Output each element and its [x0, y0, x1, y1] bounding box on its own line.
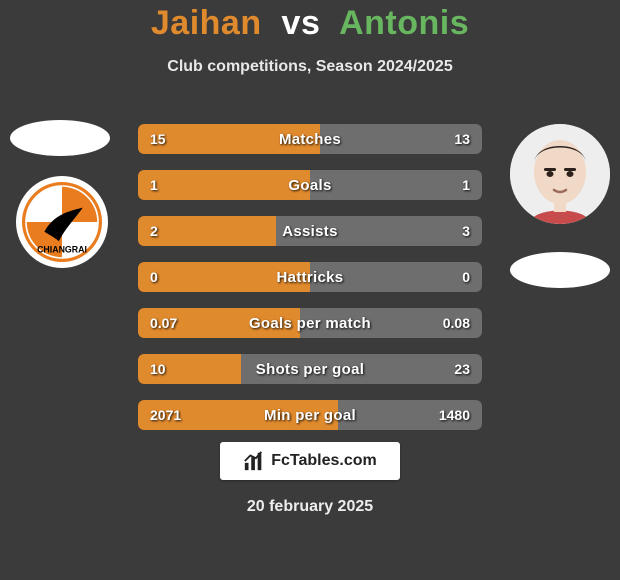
left-club-logo: CHIANGRAI [16, 176, 108, 268]
title-player2: Antonis [339, 4, 469, 42]
stat-row: Hattricks0 0 [138, 262, 482, 292]
date-text: 20 february 2025 [0, 498, 620, 516]
right-club-ellipse [510, 252, 610, 288]
stat-value-right: 1480 [439, 400, 470, 430]
title-vs: vs [282, 4, 321, 42]
stat-row: Min per goal2071 1480 [138, 400, 482, 430]
stat-value-right: 23 [454, 354, 470, 384]
stat-label: Shots per goal [138, 354, 482, 384]
stat-value-left: 2 [150, 216, 158, 246]
stat-value-left: 2071 [150, 400, 181, 430]
club-badge-icon: CHIANGRAI [22, 182, 102, 262]
stat-row: Matches15 13 [138, 124, 482, 154]
brand-text: FcTables.com [271, 452, 377, 470]
stat-value-left: 0.07 [150, 308, 177, 338]
stat-value-right: 3 [462, 216, 470, 246]
stat-value-right: 0.08 [443, 308, 470, 338]
brand-chart-icon [243, 450, 265, 472]
stat-label: Goals [138, 170, 482, 200]
stat-label: Hattricks [138, 262, 482, 292]
stat-value-left: 10 [150, 354, 166, 384]
stat-value-left: 15 [150, 124, 166, 154]
stat-label: Matches [138, 124, 482, 154]
stat-row: Shots per goal10 23 [138, 354, 482, 384]
stat-label: Assists [138, 216, 482, 246]
subtitle: Club competitions, Season 2024/2025 [0, 58, 620, 76]
stat-row: Assists2 3 [138, 216, 482, 246]
right-player-avatar [510, 124, 610, 224]
stat-value-right: 1 [462, 170, 470, 200]
stat-value-left: 1 [150, 170, 158, 200]
stat-label: Min per goal [138, 400, 482, 430]
stat-row: Goals1 1 [138, 170, 482, 200]
stat-row: Goals per match0.07 0.08 [138, 308, 482, 338]
svg-text:CHIANGRAI: CHIANGRAI [37, 244, 87, 254]
stats-container: Matches1513Goals11Assists23Hattricks00Go… [138, 124, 482, 446]
brand-badge: FcTables.com [220, 442, 400, 480]
stat-label: Goals per match [138, 308, 482, 338]
left-player-ellipse [10, 120, 110, 156]
title: Jaihan vs Antonis [0, 4, 620, 43]
stat-value-left: 0 [150, 262, 158, 292]
avatar-icon [510, 124, 610, 224]
stat-value-right: 0 [462, 262, 470, 292]
title-player1: Jaihan [151, 4, 262, 42]
stat-value-right: 13 [454, 124, 470, 154]
